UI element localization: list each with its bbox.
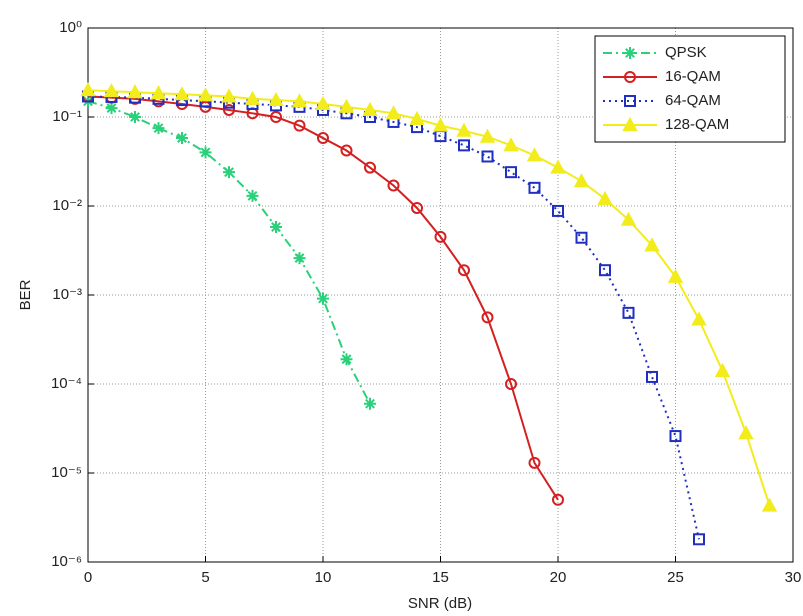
marker — [526, 147, 543, 162]
legend-label: QPSK — [665, 44, 707, 61]
marker — [246, 189, 259, 202]
marker — [223, 166, 235, 179]
x-tick-label: 15 — [432, 569, 449, 586]
x-tick-label: 0 — [84, 569, 92, 586]
legend-marker — [622, 116, 638, 131]
x-tick-label: 10 — [315, 569, 332, 586]
legend-marker — [624, 71, 636, 83]
marker — [432, 117, 449, 132]
marker — [362, 101, 378, 116]
marker — [387, 179, 400, 192]
marker — [293, 252, 306, 265]
y-tick-label: 10⁰ — [59, 19, 82, 36]
marker — [667, 268, 684, 283]
marker — [221, 88, 237, 103]
marker — [268, 91, 284, 107]
y-tick-label: 10⁻² — [52, 197, 82, 214]
marker — [599, 264, 611, 277]
marker — [479, 128, 496, 143]
x-tick-label: 5 — [201, 569, 209, 586]
y-tick-label: 10⁻⁵ — [51, 464, 82, 481]
legend-label: 16-QAM — [665, 68, 721, 85]
marker — [481, 150, 494, 163]
marker — [127, 84, 143, 99]
marker — [646, 370, 658, 383]
marker — [340, 144, 353, 157]
y-tick-label: 10⁻¹ — [52, 108, 82, 125]
marker — [340, 353, 353, 366]
marker — [385, 105, 402, 120]
marker — [199, 146, 212, 159]
marker — [315, 95, 331, 110]
marker — [573, 173, 590, 188]
marker — [622, 306, 635, 319]
marker — [552, 493, 564, 506]
marker — [528, 181, 541, 194]
legend-marker — [624, 47, 636, 59]
marker — [693, 533, 705, 546]
marker — [174, 86, 190, 101]
marker — [714, 362, 731, 377]
marker — [505, 166, 517, 179]
marker — [550, 159, 566, 174]
marker — [150, 85, 167, 100]
marker — [552, 204, 564, 217]
marker — [738, 425, 754, 440]
marker — [244, 90, 261, 105]
marker — [80, 82, 96, 97]
series-line — [87, 95, 559, 501]
legend-label: 64-QAM — [665, 92, 721, 109]
x-tick-label: 20 — [550, 569, 567, 586]
marker — [458, 264, 470, 277]
marker — [270, 111, 282, 123]
legend-label: 128-QAM — [665, 116, 729, 133]
x-axis-label: SNR (dB) — [408, 595, 472, 612]
marker — [528, 456, 541, 469]
marker — [575, 231, 588, 244]
marker — [223, 103, 235, 116]
marker — [152, 122, 165, 135]
marker — [411, 201, 423, 214]
marker — [291, 93, 308, 108]
marker — [105, 102, 118, 115]
y-tick-label: 10⁻³ — [52, 286, 82, 303]
marker — [691, 311, 707, 326]
marker — [761, 497, 778, 512]
axes-box — [87, 27, 794, 563]
marker — [409, 110, 425, 125]
marker — [197, 87, 214, 102]
marker — [176, 132, 188, 145]
marker — [317, 292, 329, 305]
marker — [103, 83, 120, 98]
marker — [338, 98, 355, 113]
marker — [270, 221, 282, 234]
marker — [317, 132, 329, 145]
marker — [434, 230, 447, 243]
marker — [364, 161, 376, 174]
marker — [669, 430, 682, 443]
x-tick-label: 30 — [785, 569, 802, 586]
legend-marker — [624, 95, 636, 107]
marker — [503, 137, 519, 152]
y-tick-label: 10⁻⁴ — [51, 375, 82, 392]
marker — [129, 111, 141, 123]
series-line — [87, 95, 700, 540]
marker — [456, 122, 472, 137]
marker — [620, 211, 637, 226]
marker — [293, 119, 306, 132]
x-tick-label: 25 — [667, 569, 684, 586]
marker — [481, 311, 494, 324]
marker — [364, 397, 376, 410]
marker — [644, 237, 660, 252]
marker — [597, 190, 613, 205]
y-axis-label: BER — [17, 279, 34, 310]
y-tick-label: 10⁻⁶ — [51, 553, 82, 570]
marker — [505, 378, 517, 390]
marker — [458, 139, 470, 152]
